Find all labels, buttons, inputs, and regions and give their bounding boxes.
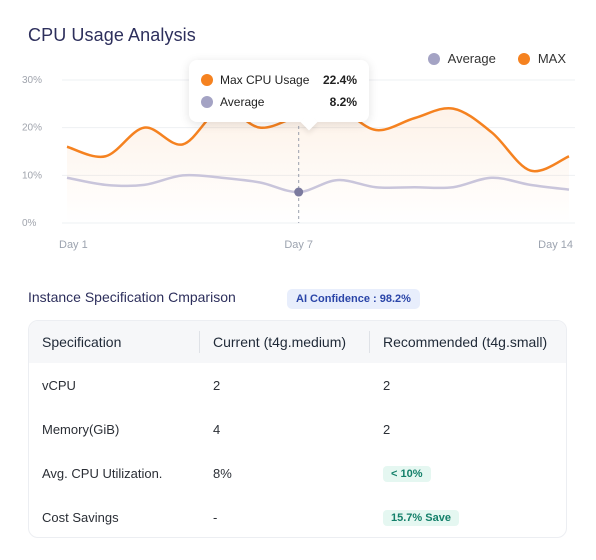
- tooltip-value-average: 8.2%: [329, 95, 357, 109]
- max-area-fill: [67, 108, 569, 223]
- tooltip-value-max: 22.4%: [322, 73, 357, 87]
- tooltip-row-max: Max CPU Usage 22.4%: [201, 69, 357, 91]
- comparison-table: Specification Current (t4g.medium) Recom…: [28, 320, 567, 538]
- x-tick-label: Day 14: [538, 239, 573, 251]
- y-tick-label: 10%: [22, 170, 42, 181]
- cell-current: 4: [213, 421, 221, 437]
- comparison-title: Instance Specification Cmparison: [28, 289, 236, 305]
- cell-recommended: 2: [383, 377, 391, 393]
- legend-dot-max: [517, 52, 530, 65]
- cell-current: 2: [213, 377, 221, 393]
- header-current: Current (t4g.medium): [213, 334, 347, 350]
- chart-tooltip: Max CPU Usage 22.4% Average 8.2%: [189, 60, 369, 122]
- ai-confidence-badge: AI Confidence : 98.2%: [287, 289, 420, 309]
- header-divider: [199, 331, 200, 353]
- legend-item-average[interactable]: Average: [427, 51, 496, 66]
- cell-spec: vCPU: [42, 377, 76, 393]
- x-tick-label: Day 7: [284, 239, 313, 251]
- tooltip-row-average: Average 8.2%: [201, 91, 357, 113]
- cell-recommended: < 10%: [370, 465, 566, 482]
- highlight-point-average: [294, 187, 304, 197]
- chart-title: CPU Usage Analysis: [28, 25, 196, 45]
- table-row-memory: Memory(GiB) 4 2: [29, 407, 566, 451]
- cell-current: -: [213, 509, 218, 525]
- utilization-pill: < 10%: [383, 465, 431, 482]
- cell-spec: Avg. CPU Utilization.: [42, 465, 163, 481]
- legend-label-average: Average: [447, 51, 496, 66]
- y-tick-label: 30%: [22, 75, 42, 86]
- savings-pill: 15.7% Save: [383, 509, 459, 526]
- cell-recommended: 2: [383, 421, 391, 437]
- cell-spec: Memory(GiB): [42, 421, 120, 437]
- chart-legend: Average MAX: [427, 51, 566, 66]
- cell-current: 8%: [213, 465, 232, 481]
- cell-spec: Cost Savings: [42, 509, 119, 525]
- tooltip-label-average: Average: [220, 95, 265, 109]
- cell-recommended: 15.7% Save: [370, 509, 566, 526]
- table-header: Specification Current (t4g.medium) Recom…: [29, 321, 566, 363]
- header-specification: Specification: [42, 334, 122, 350]
- x-tick-label: Day 1: [59, 239, 88, 251]
- tooltip-dot-average: [201, 96, 213, 108]
- legend-item-max[interactable]: MAX: [517, 51, 566, 66]
- series-line-average: [66, 173, 570, 194]
- tooltip-label-max: Max CPU Usage: [220, 73, 310, 87]
- tooltip-dot-max: [201, 74, 213, 86]
- legend-dot-average: [427, 52, 440, 65]
- table-row-cpu-utilization: Avg. CPU Utilization. 8% < 10%: [29, 451, 566, 495]
- table-row-cost-savings: Cost Savings - 15.7% Save: [29, 495, 566, 537]
- y-tick-label: 20%: [22, 123, 42, 134]
- table-row-vcpu: vCPU 2 2: [29, 363, 566, 407]
- header-divider: [369, 331, 370, 353]
- y-tick-label: 0%: [22, 218, 37, 229]
- header-recommended: Recommended (t4g.small): [383, 334, 548, 350]
- legend-label-max: MAX: [537, 51, 566, 66]
